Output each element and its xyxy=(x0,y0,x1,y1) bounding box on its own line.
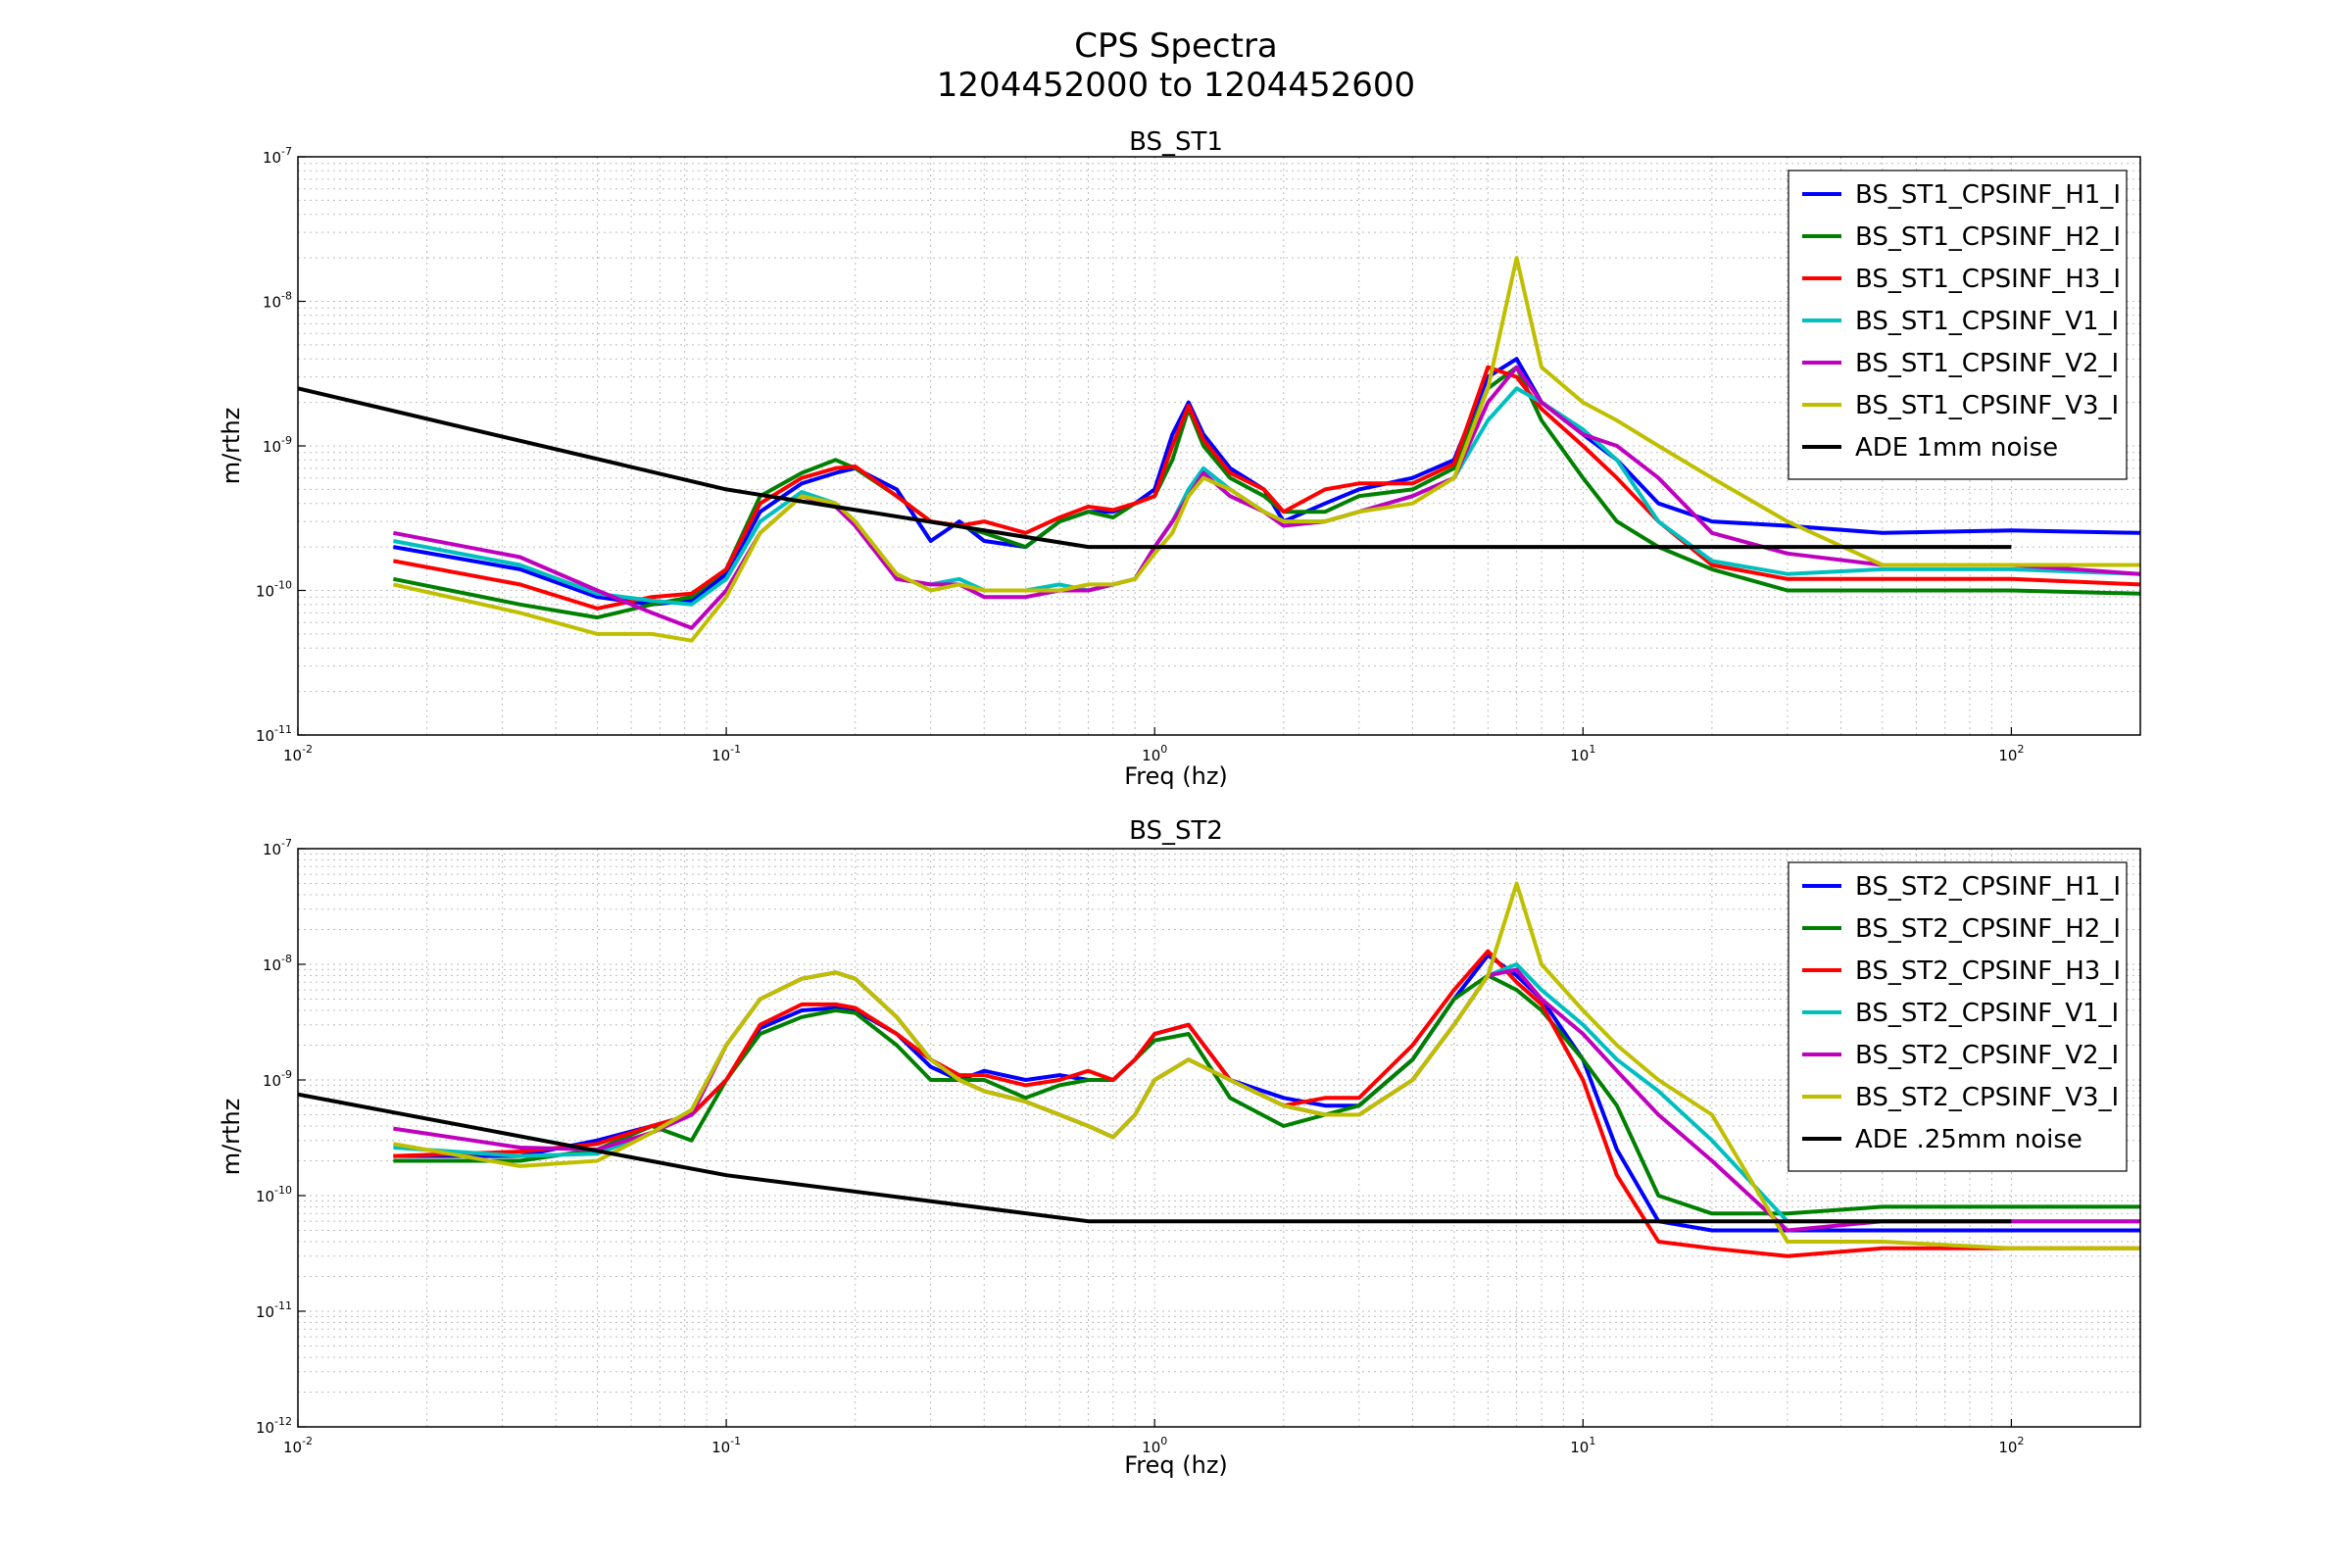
series-line xyxy=(392,256,2140,643)
legend-box xyxy=(1788,170,2128,480)
x-tick-label: 101 xyxy=(1570,743,1595,764)
x-tick-label: 102 xyxy=(1998,1435,2024,1456)
x-tick-label: 100 xyxy=(1142,743,1167,764)
series-line xyxy=(393,973,2140,1216)
x-tick-label: 10-1 xyxy=(711,743,741,764)
series-line xyxy=(393,949,2140,1258)
series-group xyxy=(298,256,2140,643)
figure-subtitle: 1204452000 to 1204452600 xyxy=(937,66,1415,105)
legend-label: BS_ST2_CPSINF_V1_I xyxy=(1855,999,2119,1028)
x-tick-label: 101 xyxy=(1570,1435,1595,1456)
legend-label: BS_ST1_CPSINF_H2_I xyxy=(1855,222,2121,252)
legend-box xyxy=(1788,861,2128,1172)
legend-label: BS_ST1_CPSINF_H1_I xyxy=(1855,180,2121,210)
legend-label: BS_ST2_CPSINF_H3_I xyxy=(1855,956,2121,986)
y-tick-label: 10-7 xyxy=(263,837,292,858)
y-tick-label: 10-10 xyxy=(256,1184,292,1205)
y-tick-label: 10-12 xyxy=(256,1415,292,1437)
series-line xyxy=(393,357,2140,607)
legend-label: BS_ST1_CPSINF_V2_I xyxy=(1855,349,2119,378)
legend-label: BS_ST2_CPSINF_V3_I xyxy=(1855,1083,2119,1112)
x-axis-label: Freq (hz) xyxy=(1124,762,1228,790)
legend-label: BS_ST2_CPSINF_V2_I xyxy=(1855,1041,2119,1070)
legend: BS_ST1_CPSINF_H1_I BS_ST1_CPSINF_H2_I BS_S… xyxy=(1788,170,2128,480)
x-tick-label: 102 xyxy=(1998,743,2024,764)
figure-title: CPS Spectra xyxy=(1074,26,1278,66)
series-line xyxy=(298,386,2012,550)
series-line xyxy=(393,365,2140,620)
legend-label: ADE .25mm noise xyxy=(1855,1125,2082,1154)
series-group xyxy=(298,881,2140,1258)
x-tick-label: 10-2 xyxy=(283,743,313,764)
chart-title: BS_ST1 xyxy=(1129,127,1223,157)
y-tick-label: 10-9 xyxy=(263,434,292,456)
chart-title: BS_ST2 xyxy=(1129,816,1223,846)
legend-label: BS_ST2_CPSINF_H2_I xyxy=(1855,914,2121,944)
y-tick-label: 10-8 xyxy=(263,953,292,974)
y-axis-label: m/rthz xyxy=(218,408,245,485)
y-tick-label: 10-10 xyxy=(256,579,292,601)
y-tick-label: 10-7 xyxy=(263,145,292,167)
y-axis-label: m/rthz xyxy=(218,1099,245,1176)
legend-label: ADE 1mm noise xyxy=(1855,433,2058,463)
series-line xyxy=(393,881,2140,1250)
legend: BS_ST2_CPSINF_H1_I BS_ST2_CPSINF_H2_I BS_S… xyxy=(1788,861,2128,1172)
y-tick-label: 10-9 xyxy=(263,1068,292,1090)
legend-label: BS_ST1_CPSINF_V3_I xyxy=(1855,391,2119,420)
legend-label: BS_ST1_CPSINF_H3_I xyxy=(1855,265,2121,294)
plot-frame xyxy=(297,848,2141,1428)
series-line xyxy=(298,1092,2012,1224)
x-axis-label: Freq (hz) xyxy=(1124,1451,1228,1479)
chart-bs-st1: BS_ST1 Freq (hz) m/rthz 10-2 10-1 100 101 10… xyxy=(218,127,2141,790)
y-tick-label: 10-8 xyxy=(263,290,292,312)
x-tick-label: 10-1 xyxy=(711,1435,741,1456)
chart-bs-st2: BS_ST2 Freq (hz) m/rthz 10-2 10-1 100 101 10… xyxy=(218,816,2141,1479)
legend-label: BS_ST1_CPSINF_V1_I xyxy=(1855,307,2119,336)
y-tick-label: 10-11 xyxy=(256,723,292,745)
series-line xyxy=(393,365,2140,611)
legend-label: BS_ST2_CPSINF_H1_I xyxy=(1855,872,2121,902)
x-tick-label: 10-2 xyxy=(283,1435,313,1456)
y-tick-label: 10-11 xyxy=(256,1299,292,1321)
